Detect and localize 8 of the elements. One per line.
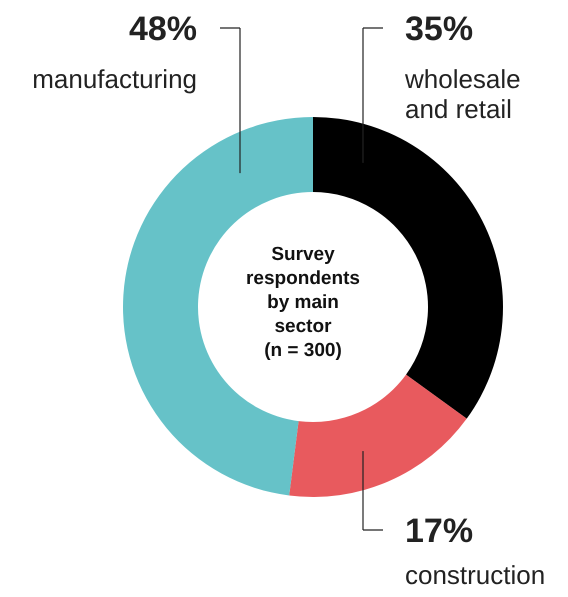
text: Survey respondents by main sector (n = 300) — [246, 244, 360, 361]
data-label: 17% — [405, 512, 474, 550]
slice-label: construction — [405, 560, 546, 590]
slice-label: manufacturing — [32, 64, 197, 94]
data-label: 48% — [128, 10, 197, 48]
data-label: 35% — [405, 10, 474, 48]
donut-slice — [289, 374, 467, 497]
slice-label: wholesale and retail — [404, 64, 521, 124]
